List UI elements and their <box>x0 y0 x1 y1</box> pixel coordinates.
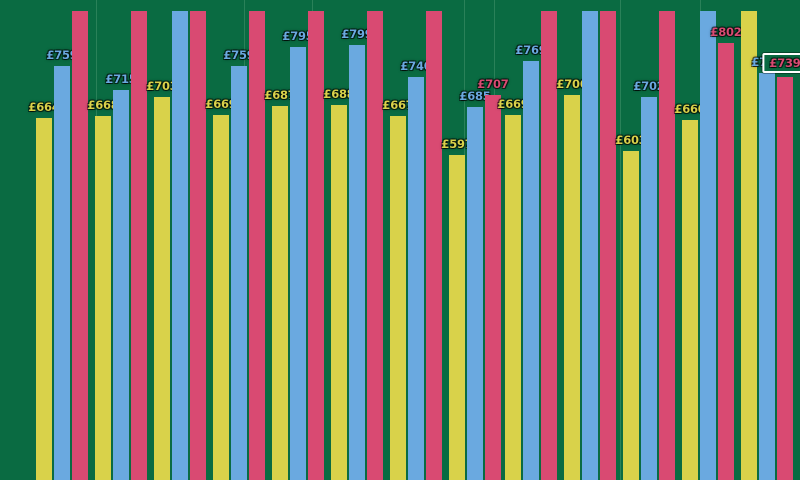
bar-value-label: £703 <box>146 79 178 93</box>
bar-pink[interactable] <box>600 11 616 480</box>
bar-yellow[interactable]: £668 <box>87 98 119 480</box>
bar-blue[interactable]: £715 <box>105 72 137 480</box>
bar-value-label: £759 <box>46 48 78 62</box>
bar-value-label: £688 <box>323 87 355 101</box>
bar-yellow[interactable]: £669 <box>205 97 237 480</box>
bar-blue[interactable]: £746 <box>751 55 783 480</box>
bar-yellow[interactable]: £603 <box>615 133 647 480</box>
bar-value-label: £739 <box>762 53 800 73</box>
bar-yellow[interactable]: £688 <box>323 87 355 480</box>
bar-value-label: £664 <box>28 100 60 114</box>
bar-pink[interactable] <box>190 11 206 480</box>
bar-yellow[interactable]: £664 <box>28 100 60 480</box>
bar-value-label: £715 <box>105 72 137 86</box>
bar-yellow[interactable]: £687 <box>264 88 296 480</box>
bar-value-label: £660 <box>674 102 706 116</box>
bar-blue[interactable] <box>700 11 716 480</box>
bar-pink[interactable]: £802 <box>710 25 742 480</box>
bar-value-label: £668 <box>87 98 119 112</box>
bar-blue[interactable]: £759 <box>223 48 255 480</box>
bar-value-label: £669 <box>205 97 237 111</box>
bar-pink[interactable] <box>308 11 324 480</box>
gridline-5 <box>620 0 621 480</box>
bar-pink[interactable] <box>659 11 675 480</box>
bar-value-label: £759 <box>223 48 255 62</box>
bar-pink[interactable] <box>72 11 88 480</box>
bar-value-label: £707 <box>477 77 509 91</box>
bar-blue[interactable]: £759 <box>46 48 78 480</box>
bar-blue[interactable]: £740 <box>400 59 432 480</box>
bar-value-label: £669 <box>497 97 529 111</box>
bar-pink[interactable] <box>426 11 442 480</box>
bar-value-label: £706 <box>556 77 588 91</box>
bar-value-label: £740 <box>400 59 432 73</box>
bar-blue[interactable]: £685 <box>459 89 491 480</box>
bar-pink[interactable] <box>131 11 147 480</box>
bar-value-label: £667 <box>382 98 414 112</box>
bar-value-label: £802 <box>710 25 742 39</box>
bar-pink[interactable] <box>541 11 557 480</box>
bar-yellow[interactable] <box>741 11 757 480</box>
bar-group-right-panel: £669£769£706£603£702£660£802£746£739£546… <box>497 11 800 480</box>
bar-blue[interactable]: £702 <box>633 79 665 480</box>
bar-value-label: £769 <box>515 43 547 57</box>
bar-pink[interactable]: £739 <box>762 53 800 480</box>
bar-yellow[interactable]: £706 <box>556 77 588 480</box>
bar-yellow[interactable]: £703 <box>146 79 178 480</box>
bar-group-left-panel: £664 £759 £668 £715 £703 £669 £759 £687 £795 £688… <box>28 11 509 480</box>
bar-value-label: £795 <box>282 29 314 43</box>
bar-value-label: £685 <box>459 89 491 103</box>
bar-value-label: £597 <box>441 137 473 151</box>
bar-pink[interactable] <box>249 11 265 480</box>
bar-blue[interactable] <box>172 11 188 480</box>
bar-value-label: £702 <box>633 79 665 93</box>
bar-blue[interactable]: £769 <box>515 43 547 480</box>
bar-value-label: £687 <box>264 88 296 102</box>
bar-blue[interactable]: £799 <box>341 27 373 480</box>
bar-yellow[interactable]: £597 <box>441 137 473 480</box>
bar-pink[interactable]: £707 <box>477 77 509 480</box>
bar-value-label: £603 <box>615 133 647 147</box>
bar-blue[interactable] <box>582 11 598 480</box>
bar-yellow[interactable]: £669 <box>497 97 529 480</box>
bar-pink[interactable] <box>367 11 383 480</box>
bar-blue[interactable]: £795 <box>282 29 314 480</box>
bar-yellow[interactable]: £667 <box>382 98 414 480</box>
bar-yellow[interactable]: £660 <box>674 102 706 480</box>
bar-value-label: £799 <box>341 27 373 41</box>
